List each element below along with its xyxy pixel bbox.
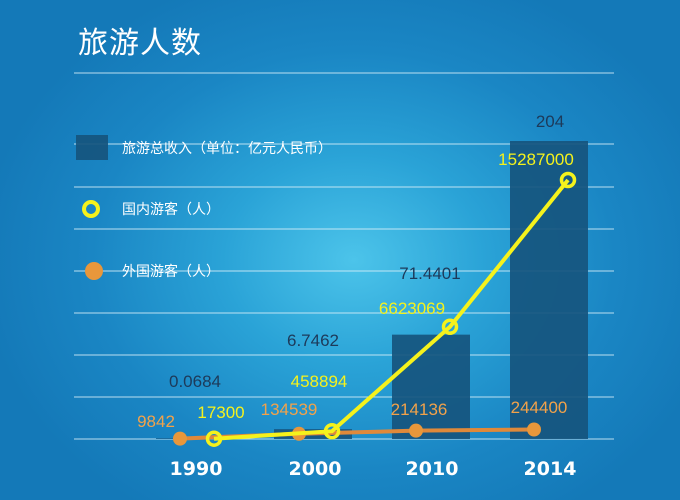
x-tick-2014: 2014 [524, 458, 577, 480]
domestic-line [213, 178, 570, 441]
legend-label-income: 旅游总收入（单位：亿元人民币） [122, 141, 332, 157]
x-tick-1990: 1990 [170, 458, 223, 480]
domestic-label-2010: 6623069 [379, 299, 445, 318]
legend-marker-foreign [85, 262, 103, 280]
domestic-point-2010 [441, 318, 459, 336]
x-axis: 1990 2000 2010 2014 [170, 458, 577, 480]
domestic-label-2000: 458894 [291, 372, 348, 391]
chart-title: 旅游人数 [78, 26, 202, 61]
foreign-label-2010: 214136 [391, 400, 448, 419]
bar-2014 [510, 141, 588, 439]
legend-swatch-income [76, 135, 108, 160]
bar-label-2014: 204 [536, 112, 564, 131]
foreign-label-2000: 134539 [261, 400, 318, 419]
legend-label-domestic: 国内游客（人） [122, 201, 220, 218]
legend-marker-domestic [82, 200, 100, 218]
domestic-point-1990 [205, 430, 223, 447]
foreign-point-2014 [527, 422, 541, 437]
lines [173, 171, 577, 447]
bar-label-1990: 0.0684 [169, 372, 221, 391]
foreign-point-1990 [173, 431, 187, 446]
domestic-point-2014 [559, 171, 577, 189]
bar-2010 [392, 334, 470, 439]
domestic-label-2014: 15287000 [498, 150, 574, 169]
x-tick-2010: 2010 [406, 458, 459, 480]
domestic-point-2000 [323, 422, 341, 440]
bar-label-2000: 6.7462 [287, 331, 339, 350]
legend-label-foreign: 外国游客（人） [122, 263, 220, 280]
legend: 旅游总收入（单位：亿元人民币） 国内游客（人） 外国游客（人） [76, 135, 332, 280]
x-tick-2000: 2000 [289, 458, 342, 480]
domestic-label-1990: 17300 [197, 403, 244, 422]
bar-label-2010: 71.4401 [399, 264, 460, 283]
foreign-label-2014: 244400 [511, 398, 568, 417]
foreign-label-1990: 9842 [137, 412, 175, 431]
foreign-point-2010 [409, 423, 423, 438]
data-labels: 0.0684 6.7462 71.4401 204 17300 458894 6623069… [137, 112, 574, 431]
